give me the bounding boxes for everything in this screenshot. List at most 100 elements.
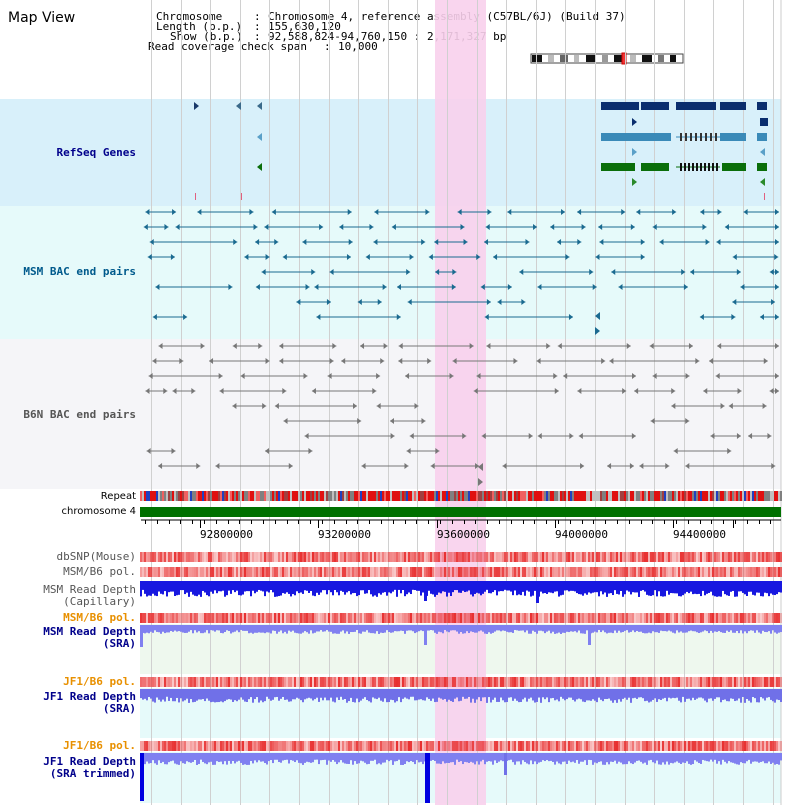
length-key: Length (b.p.) xyxy=(156,20,243,33)
repeat-mark xyxy=(368,491,370,501)
jf1-sra-depth xyxy=(516,689,518,701)
b6n-bac-end xyxy=(390,418,395,424)
dbsnp-cell xyxy=(748,552,750,562)
jf1-b6-pol-label-1[interactable]: JF1/B6 pol. xyxy=(63,675,136,688)
jf1-sra-depth xyxy=(568,689,570,698)
gene-block xyxy=(720,102,746,110)
msm-sra-depth xyxy=(536,625,538,634)
b6n-bac-end xyxy=(308,448,313,454)
msm-read-depth-cap-label-1[interactable]: MSM Read Depth xyxy=(43,583,136,596)
msm-pol-cell xyxy=(298,567,300,577)
msm-sra-depth xyxy=(550,625,552,634)
b6n-bac-end xyxy=(219,388,224,394)
dbsnp-label[interactable]: dbSNP(Mouse) xyxy=(56,550,136,563)
repeat-mark xyxy=(206,491,208,501)
msm-b6-pol-label-2[interactable]: MSM/B6 pol. xyxy=(63,611,136,624)
msm-cap-depth xyxy=(222,581,224,591)
jf1-sra-depth xyxy=(384,689,386,699)
jf1-trim-depth xyxy=(220,753,222,762)
msm-pol-cell xyxy=(282,567,284,577)
msm-pol-cell xyxy=(392,567,394,577)
repeat-label[interactable]: Repeat xyxy=(100,491,136,502)
msm-pol2-cell xyxy=(706,613,708,623)
b6n-bac-label[interactable]: B6N BAC end pairs xyxy=(23,408,136,421)
jf1-read-depth-trim-label-1[interactable]: JF1 Read Depth xyxy=(43,755,136,768)
jf1-trim-depth xyxy=(200,753,202,760)
msm-sra-depth xyxy=(322,625,324,632)
msm-pol-cell xyxy=(738,567,740,577)
msm-cap-depth xyxy=(354,581,356,594)
repeat-mark xyxy=(736,491,738,501)
b6n-bac-end xyxy=(232,403,237,409)
msm-read-depth-sra-label-1[interactable]: MSM Read Depth xyxy=(43,625,136,638)
jf1-b6-pol-label-2[interactable]: JF1/B6 pol. xyxy=(63,739,136,752)
msm-pol-cell xyxy=(322,567,324,577)
msm-pol2-cell xyxy=(140,613,142,623)
repeat-mark xyxy=(560,491,562,501)
repeat-mark xyxy=(698,491,700,501)
dbsnp-cell xyxy=(398,552,400,562)
jf1-trim-depth xyxy=(538,753,540,763)
jf1-trim-depth xyxy=(146,753,148,762)
jf1-pol2-cell xyxy=(480,741,482,751)
msm-cap-depth xyxy=(324,581,326,591)
jf1-trim-depth xyxy=(778,753,780,765)
jf1-pol-cell xyxy=(332,677,334,687)
msm-cap-depth xyxy=(400,581,402,594)
dbsnp-cell xyxy=(156,552,158,562)
jf1-pol-cell xyxy=(450,677,452,687)
dbsnp-cell xyxy=(674,552,676,562)
msm-cap-depth xyxy=(200,581,202,597)
msm-b6-pol-label-1[interactable]: MSM/B6 pol. xyxy=(63,565,136,578)
dbsnp-cell xyxy=(164,552,166,562)
msm-cap-depth xyxy=(674,581,676,594)
chromosome-label[interactable]: chromosome 4 xyxy=(61,506,136,517)
repeat-mark xyxy=(466,491,468,501)
jf1-pol-cell xyxy=(528,677,530,687)
msm-pol-cell xyxy=(302,567,304,577)
msm-pol-cell xyxy=(630,567,632,577)
repeat-mark xyxy=(472,491,474,501)
jf1-pol-cell xyxy=(592,677,594,687)
msm-pol2-cell xyxy=(644,613,646,623)
msm-sra-depth xyxy=(192,625,194,634)
msm-pol2-cell xyxy=(290,613,292,623)
jf1-sra-depth xyxy=(228,689,230,700)
jf1-pol-cell xyxy=(432,677,434,687)
jf1-pol-cell xyxy=(684,677,686,687)
msm-sra-depth xyxy=(668,625,670,631)
jf1-pol-cell xyxy=(554,677,556,687)
jf1-pol2-cell xyxy=(296,741,298,751)
jf1-pol2-cell xyxy=(612,741,614,751)
msm-cap-depth xyxy=(188,581,190,597)
jf1-trim-depth xyxy=(236,753,238,762)
repeat-mark xyxy=(194,491,196,501)
msm-cap-depth xyxy=(596,581,598,593)
dbsnp-cell xyxy=(182,552,184,562)
jf1-sra-depth xyxy=(774,689,776,703)
msm-pol-cell xyxy=(770,567,772,577)
jf1-trim-depth xyxy=(490,753,492,762)
msm-pol-cell xyxy=(646,567,648,577)
jf1-sra-depth xyxy=(350,689,352,698)
dbsnp-cell xyxy=(462,552,464,562)
jf1-read-depth-sra-label-1[interactable]: JF1 Read Depth xyxy=(43,690,136,703)
jf1-pol2-cell xyxy=(226,741,228,751)
dbsnp-cell xyxy=(716,552,718,562)
msm-sra-depth xyxy=(706,625,708,632)
msm-pol-cell xyxy=(706,567,708,577)
msm-pol-cell xyxy=(614,567,616,577)
msm-sra-depth xyxy=(364,625,366,632)
dbsnp-cell xyxy=(430,552,432,562)
msm-bac-end xyxy=(329,269,334,275)
msm-bac-label[interactable]: MSM BAC end pairs xyxy=(23,265,136,278)
msm-cap-depth xyxy=(692,581,694,595)
msm-pol2-cell xyxy=(666,613,668,623)
jf1-trim-depth xyxy=(376,753,378,765)
jf1-pol2-cell xyxy=(622,741,624,751)
jf1-sra-depth xyxy=(358,689,360,703)
msm-cap-depth xyxy=(702,581,704,591)
refseq-label[interactable]: RefSeq Genes xyxy=(56,146,136,159)
jf1-pol-cell xyxy=(726,677,728,687)
